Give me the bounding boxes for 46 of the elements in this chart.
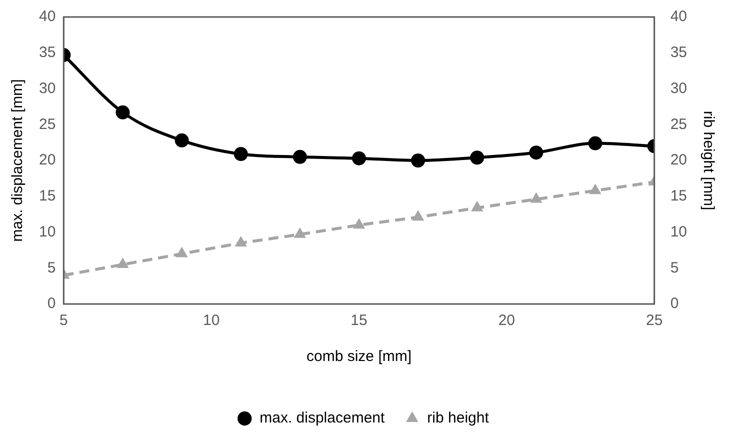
y2-axis-title: rib height [mm] xyxy=(700,110,717,210)
point xyxy=(352,218,366,229)
point xyxy=(589,184,602,194)
y-tick-label: 10 xyxy=(38,223,56,240)
x-axis-title: comb size [mm] xyxy=(306,348,412,366)
y-tick-label: 30 xyxy=(38,80,56,97)
y-tick-label: 5 xyxy=(47,259,56,276)
y-axis-title: max. displacement [mm] xyxy=(9,79,26,242)
point xyxy=(471,200,484,212)
point xyxy=(588,136,602,150)
legend-label: max. displacement xyxy=(260,410,386,427)
point xyxy=(470,150,484,165)
y2-tick-label: 10 xyxy=(670,223,688,240)
y-tick-label: 40 xyxy=(38,8,56,26)
point xyxy=(116,105,130,120)
point xyxy=(176,246,188,258)
y2-tick-label: 0 xyxy=(670,295,679,312)
x-tick-label: 25 xyxy=(646,312,663,330)
y-tick-label: 35 xyxy=(38,44,56,62)
point xyxy=(412,210,424,221)
point xyxy=(116,258,129,268)
y2-tick-label: 5 xyxy=(670,259,679,276)
y-tick-label: 15 xyxy=(38,188,56,205)
legend-label: rib height xyxy=(427,410,490,427)
point xyxy=(292,150,307,164)
point xyxy=(530,192,542,203)
y-tick-label: 0 xyxy=(47,295,56,312)
y2-tick-label: 15 xyxy=(670,188,688,205)
x-tick-label: 5 xyxy=(60,312,68,330)
x-tick-label: 15 xyxy=(350,312,368,330)
y2-tick-label: 35 xyxy=(670,44,688,62)
y2-tick-label: 25 xyxy=(670,116,688,133)
y2-tick-label: 30 xyxy=(670,80,688,97)
x-tick-label: 10 xyxy=(203,312,220,330)
x-tick-label: 20 xyxy=(498,312,515,330)
y2-tick-label: 40 xyxy=(670,8,688,26)
point xyxy=(174,133,189,148)
y2-tick-label: 20 xyxy=(670,152,688,169)
point xyxy=(352,151,366,166)
point xyxy=(234,147,248,162)
point xyxy=(294,227,306,238)
y-tick-label: 25 xyxy=(38,116,56,133)
point xyxy=(234,236,247,247)
point xyxy=(411,154,426,168)
point xyxy=(529,146,544,160)
y-tick-label: 20 xyxy=(38,152,56,169)
